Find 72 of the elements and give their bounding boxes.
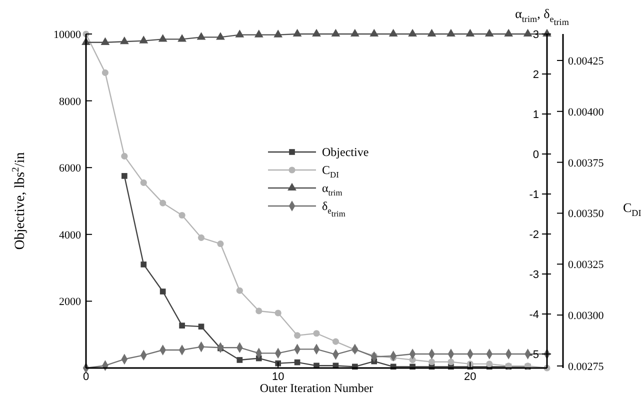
point	[235, 30, 244, 38]
x-axis-title: Outer Iteration Number	[260, 381, 374, 395]
point	[254, 30, 264, 38]
point	[122, 173, 128, 179]
point	[256, 308, 262, 314]
y2-tick-label: -1	[529, 189, 539, 201]
point	[466, 28, 475, 37]
point	[313, 330, 320, 337]
point	[292, 28, 302, 37]
point	[100, 37, 110, 45]
y2-tick-label: 1	[532, 109, 539, 121]
point	[158, 34, 168, 42]
point	[274, 30, 283, 38]
point	[140, 179, 147, 186]
point	[274, 310, 282, 316]
point	[102, 69, 108, 76]
y2-tick-label: 0	[532, 149, 539, 161]
y-tick-label: 6000	[59, 162, 82, 175]
y3-tick-label: 0.00275	[568, 360, 604, 373]
point	[523, 28, 532, 37]
y-tick-label: 8000	[59, 96, 82, 108]
point	[408, 28, 417, 37]
x-tick-label: 10	[272, 371, 284, 383]
point	[121, 152, 128, 160]
x-tick-label: 0	[82, 371, 90, 383]
point	[179, 322, 185, 328]
point	[370, 28, 379, 37]
y2-tick-label: 2	[532, 69, 539, 81]
point	[446, 28, 456, 37]
point	[198, 324, 204, 330]
x-tick-label: 20	[464, 371, 476, 383]
point	[236, 287, 243, 294]
point	[196, 32, 206, 40]
point	[216, 32, 225, 40]
point	[331, 28, 340, 37]
point	[120, 36, 129, 44]
point	[140, 262, 147, 268]
y3-tick-label: 0.00400	[568, 106, 604, 118]
point	[198, 234, 205, 241]
point	[178, 212, 186, 219]
y3-tick-label: 0.00375	[568, 157, 604, 170]
y3-tick-label: 0.00425	[568, 55, 604, 68]
legend-label: α$_{trim}$	[322, 181, 343, 198]
point	[484, 28, 494, 37]
point	[236, 357, 243, 363]
y2-tick-label: -3	[529, 269, 539, 281]
legend-label: Objective	[322, 145, 369, 159]
point	[428, 358, 436, 366]
y2-tick-label: -4	[529, 309, 539, 321]
y3-tick-label: 0.00350	[568, 208, 604, 220]
legend-label: C$_{DI}$	[322, 163, 340, 180]
point	[332, 338, 339, 345]
point	[139, 36, 148, 44]
point	[388, 28, 398, 37]
y3-tick-label: 0.00325	[568, 259, 604, 272]
point	[504, 28, 514, 37]
y3-axis-title: C$_{DI}$	[623, 200, 642, 218]
y-tick-label: 2000	[59, 296, 82, 308]
point	[294, 332, 301, 339]
y2-tick-label: -2	[529, 229, 539, 241]
point	[312, 28, 321, 37]
point	[178, 34, 186, 42]
point	[486, 360, 493, 368]
point	[160, 288, 166, 294]
point	[448, 358, 454, 366]
y-tick-label: 10000	[54, 29, 82, 41]
point	[160, 200, 166, 206]
point	[217, 240, 224, 248]
y3-tick-label: 0.00300	[568, 310, 604, 322]
point	[350, 28, 360, 37]
point	[427, 28, 436, 37]
y-tick-label: 4000	[59, 229, 82, 242]
